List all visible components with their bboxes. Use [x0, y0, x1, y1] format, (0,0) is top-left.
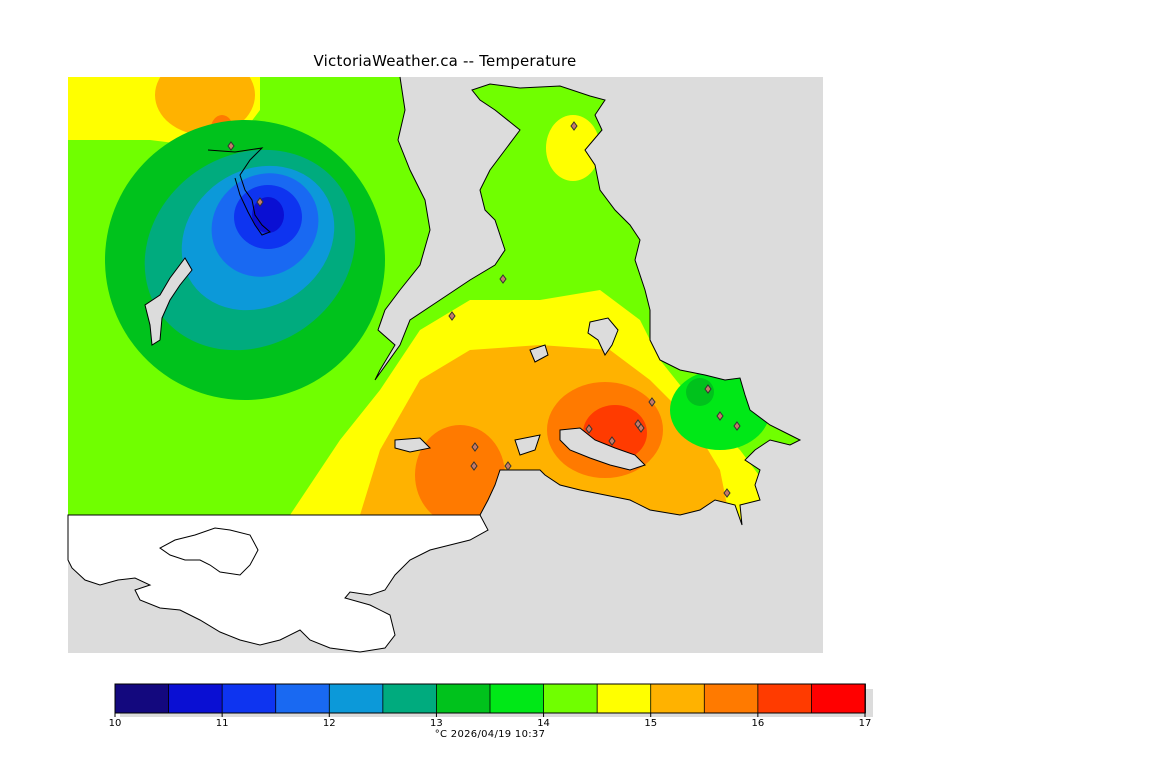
station-diamond-icon	[570, 121, 578, 131]
station-diamond-icon	[471, 442, 479, 452]
legend-swatch	[436, 683, 491, 714]
legend-caption: °C 2026/04/19 10:37	[434, 729, 546, 740]
legend-swatch	[489, 683, 545, 714]
legend-swatch	[811, 683, 866, 714]
legend-tick-label: 13	[430, 718, 443, 729]
inland-water	[144, 257, 646, 471]
legend-swatch	[114, 683, 170, 714]
legend-swatch	[757, 683, 813, 714]
legend-tick-label: 17	[858, 718, 872, 729]
legend-tick-label: 10	[108, 718, 122, 729]
legend-tick-label: 14	[537, 718, 550, 729]
weather-stations	[227, 121, 741, 498]
station-diamond-icon	[608, 436, 616, 446]
station-diamond-icon	[637, 423, 645, 433]
river-line	[207, 147, 271, 236]
station-diamond-icon	[648, 397, 656, 407]
station-diamond-icon	[227, 141, 235, 151]
station-diamond-icon	[504, 461, 512, 471]
legend-swatch	[328, 683, 384, 714]
legend-tick-label: 12	[322, 718, 336, 729]
legend-swatch	[596, 683, 652, 714]
station-diamond-icon	[723, 488, 731, 498]
legend-tick-label: 15	[644, 718, 658, 729]
legend-swatch	[275, 683, 331, 714]
map-title: VictoriaWeather.ca -- Temperature	[313, 52, 577, 70]
legend-swatch	[703, 683, 759, 714]
station-diamond-icon	[716, 411, 724, 421]
station-diamond-icon	[585, 424, 593, 434]
station-diamond-icon	[256, 197, 264, 207]
station-diamond-icon	[499, 274, 507, 284]
legend-swatch	[543, 683, 599, 714]
station-diamond-icon	[448, 311, 456, 321]
legend-swatch	[221, 683, 277, 714]
legend-tick-label: 16	[751, 718, 765, 729]
station-diamond-icon	[733, 421, 741, 431]
legend-swatch	[650, 683, 706, 714]
coastline	[374, 76, 802, 526]
legend-swatch	[382, 683, 438, 714]
legend-swatch	[168, 683, 224, 714]
station-diamond-icon	[470, 461, 478, 471]
legend-tick-label: 11	[215, 718, 229, 729]
station-diamond-icon	[704, 384, 712, 394]
no-data-land	[67, 514, 489, 653]
